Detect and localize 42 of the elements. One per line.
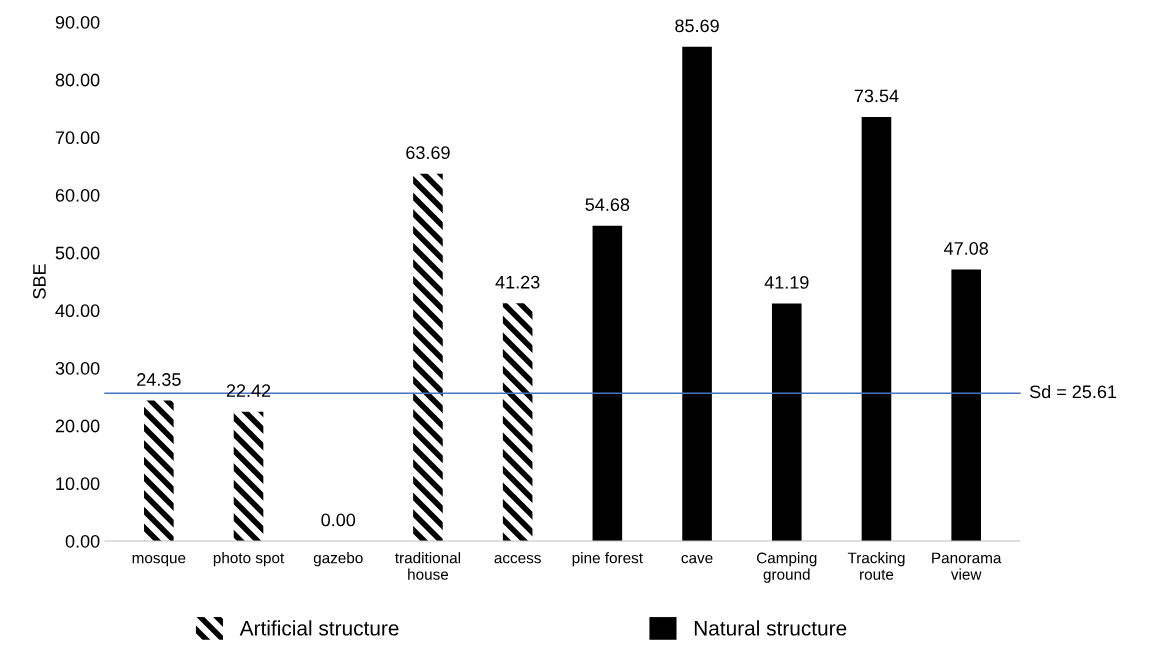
- y-axis-title: SBE: [33, 264, 46, 299]
- y-tick-label: 60.00: [55, 188, 100, 202]
- y-tick-label: 20.00: [55, 419, 100, 433]
- y-tick-label: 90.00: [55, 15, 100, 29]
- bar: [771, 303, 802, 541]
- legend-label: Natural structure: [694, 620, 847, 636]
- data-label: 54.68: [585, 198, 630, 211]
- x-tick-label: pine forest: [572, 552, 643, 567]
- x-tick-label: access: [494, 554, 541, 564]
- bar: [951, 269, 981, 541]
- x-tick-label: traditional house: [395, 552, 461, 580]
- data-label: 41.19: [764, 276, 809, 289]
- bar: [413, 173, 443, 541]
- x-tick-label: Panorama view: [932, 552, 1002, 580]
- bar: [682, 46, 712, 541]
- y-tick-label: 50.00: [55, 246, 100, 260]
- data-label: 73.54: [854, 89, 899, 103]
- x-tick-label: Camping ground: [756, 552, 817, 583]
- y-tick-label: 70.00: [55, 131, 100, 145]
- bar: [592, 225, 623, 541]
- y-tick-label: 40.00: [55, 304, 100, 318]
- data-label: 24.35: [137, 373, 181, 386]
- bar: [502, 303, 533, 541]
- bar: [233, 411, 264, 541]
- data-label: 0.00: [321, 513, 356, 527]
- data-label: 47.08: [944, 242, 988, 255]
- x-tick-label: Tracking route: [847, 552, 905, 580]
- ref-line-label: Sd = 25.61: [1029, 384, 1117, 399]
- y-tick-label: 10.00: [56, 477, 100, 491]
- bar: [144, 400, 174, 541]
- bar: [861, 116, 892, 541]
- legend-label: Artificial structure: [239, 620, 399, 636]
- data-label: 41.23: [495, 275, 540, 289]
- y-tick-label: 0.00: [65, 534, 100, 548]
- x-tick-label: gazebo: [313, 552, 363, 567]
- x-tick-label: photo spot: [213, 552, 285, 567]
- data-label: 85.69: [675, 19, 719, 33]
- x-tick-label: cave: [681, 554, 713, 564]
- data-label: 63.69: [406, 146, 450, 160]
- x-tick-label: mosque: [132, 554, 186, 567]
- y-tick-label: 30.00: [55, 361, 100, 375]
- y-tick-label: 80.00: [55, 73, 100, 87]
